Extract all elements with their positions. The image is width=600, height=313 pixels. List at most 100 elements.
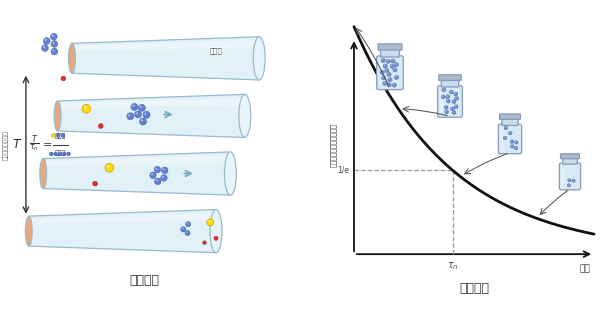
FancyBboxPatch shape [437, 86, 463, 117]
Circle shape [445, 110, 446, 112]
Circle shape [394, 63, 398, 67]
Circle shape [50, 33, 57, 40]
Circle shape [49, 152, 53, 156]
Text: 時間: 時間 [580, 264, 590, 273]
Text: 中性子の滱在時間: 中性子の滱在時間 [3, 130, 8, 160]
Circle shape [450, 91, 451, 92]
Circle shape [58, 152, 62, 156]
Circle shape [156, 179, 158, 182]
Ellipse shape [40, 159, 47, 188]
Circle shape [394, 69, 395, 70]
Polygon shape [380, 61, 382, 85]
Circle shape [384, 65, 385, 66]
Polygon shape [72, 37, 259, 80]
Circle shape [208, 220, 210, 223]
Circle shape [144, 113, 146, 115]
Circle shape [393, 84, 394, 85]
Polygon shape [29, 213, 216, 223]
Ellipse shape [68, 44, 76, 73]
Circle shape [41, 45, 49, 51]
Circle shape [454, 105, 458, 109]
Circle shape [392, 83, 397, 87]
FancyBboxPatch shape [559, 163, 581, 190]
Circle shape [514, 146, 518, 150]
Circle shape [387, 83, 391, 87]
Circle shape [445, 106, 446, 107]
Polygon shape [43, 152, 230, 195]
FancyBboxPatch shape [377, 56, 403, 90]
Ellipse shape [239, 94, 251, 137]
Circle shape [185, 222, 191, 227]
Circle shape [446, 99, 450, 103]
Polygon shape [501, 129, 503, 150]
Circle shape [446, 95, 448, 97]
Circle shape [161, 167, 168, 174]
Circle shape [453, 111, 454, 113]
Circle shape [43, 38, 50, 44]
Circle shape [515, 147, 516, 148]
Circle shape [442, 96, 443, 97]
Circle shape [140, 105, 142, 108]
Circle shape [568, 179, 571, 182]
Circle shape [134, 111, 142, 118]
Circle shape [386, 59, 391, 63]
Circle shape [51, 41, 58, 47]
Circle shape [568, 184, 569, 185]
Circle shape [387, 72, 391, 76]
Circle shape [392, 60, 393, 61]
Circle shape [54, 152, 58, 156]
Circle shape [449, 90, 453, 94]
Circle shape [131, 103, 138, 110]
Circle shape [441, 95, 445, 99]
Circle shape [452, 111, 456, 115]
Polygon shape [441, 80, 459, 87]
Circle shape [51, 48, 58, 55]
Circle shape [56, 134, 60, 137]
Polygon shape [440, 90, 443, 113]
Circle shape [383, 64, 388, 68]
Text: $\frac{T}{\tau_n}$: $\frac{T}{\tau_n}$ [29, 134, 40, 155]
Circle shape [52, 134, 55, 137]
Circle shape [455, 97, 457, 98]
Circle shape [445, 110, 449, 114]
Circle shape [155, 178, 161, 185]
FancyBboxPatch shape [500, 114, 520, 119]
Text: 残っている中性子の個数: 残っている中性子の個数 [329, 123, 337, 167]
Circle shape [444, 105, 448, 109]
Circle shape [451, 107, 454, 111]
Circle shape [395, 76, 397, 77]
Circle shape [182, 228, 184, 229]
Circle shape [93, 181, 97, 186]
Polygon shape [380, 49, 400, 57]
Circle shape [511, 145, 514, 148]
Circle shape [214, 236, 218, 240]
Circle shape [52, 42, 55, 44]
Circle shape [383, 82, 385, 83]
Polygon shape [502, 119, 518, 126]
Circle shape [452, 100, 456, 104]
Circle shape [509, 132, 510, 133]
Circle shape [442, 88, 446, 92]
Circle shape [510, 140, 514, 143]
Circle shape [141, 119, 143, 121]
Ellipse shape [25, 216, 32, 246]
Circle shape [382, 76, 386, 80]
Circle shape [186, 231, 188, 233]
Circle shape [381, 71, 382, 72]
Circle shape [139, 104, 145, 111]
Text: T: T [12, 138, 20, 151]
Circle shape [394, 75, 398, 80]
Circle shape [161, 175, 167, 181]
Text: ボトル法: ボトル法 [459, 282, 489, 295]
Circle shape [128, 114, 130, 116]
Polygon shape [29, 209, 216, 253]
Circle shape [385, 69, 389, 73]
Circle shape [393, 68, 397, 72]
Circle shape [162, 176, 164, 178]
Circle shape [568, 179, 569, 180]
Ellipse shape [210, 209, 222, 253]
Circle shape [455, 105, 456, 107]
Circle shape [44, 39, 47, 41]
Circle shape [151, 173, 153, 175]
Circle shape [390, 64, 394, 69]
